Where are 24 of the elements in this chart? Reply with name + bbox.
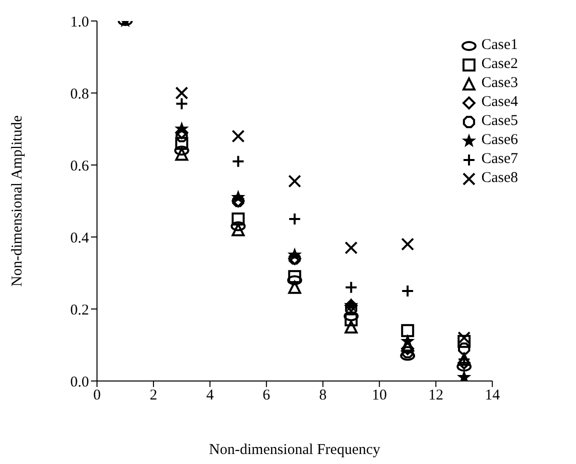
x-tick-label: 14 (484, 388, 500, 404)
x-tick-label: 4 (206, 388, 214, 404)
x-axis-title: Non-dimensional Frequency (209, 442, 381, 458)
legend-label: Case4 (481, 93, 518, 112)
legend-label: Case7 (481, 150, 518, 169)
y-tick-label: 0.2 (70, 302, 89, 318)
y-axis-title: Non-dimensional Amplitude (9, 115, 26, 287)
y-tick-label: 0.8 (70, 86, 89, 102)
legend-label: Case3 (481, 74, 518, 93)
y-tick-label: 0.4 (70, 230, 90, 246)
y-tick-label: 0.0 (70, 374, 89, 390)
x-tick-label: 10 (372, 388, 387, 404)
x-tick-label: 6 (262, 388, 271, 404)
x-tick-label: 2 (150, 388, 158, 404)
x-tick-label: 0 (93, 388, 101, 404)
legend-label: Case8 (481, 169, 518, 188)
legend-label: Case2 (481, 55, 518, 74)
legend-label: Case1 (481, 36, 518, 55)
y-tick-label: 0.6 (70, 158, 90, 174)
x-tick-label: 8 (319, 388, 327, 404)
x-tick-label: 12 (428, 388, 444, 404)
y-tick-label: 1.0 (70, 14, 89, 30)
legend-label: Case6 (481, 131, 518, 150)
legend-label: Case5 (481, 112, 518, 131)
